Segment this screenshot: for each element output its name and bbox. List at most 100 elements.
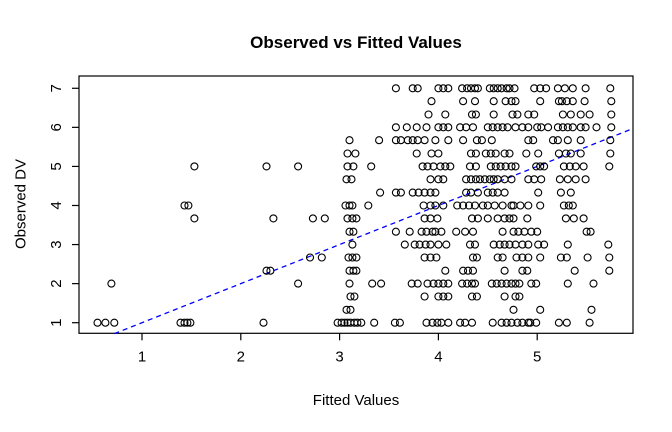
data-point — [571, 175, 580, 184]
data-point — [533, 123, 542, 132]
data-point — [444, 318, 453, 327]
data-point — [582, 227, 591, 236]
data-point — [488, 188, 497, 197]
data-point — [526, 318, 535, 327]
data-point — [495, 240, 504, 249]
data-point — [503, 123, 512, 132]
data-point — [604, 240, 613, 249]
data-point — [428, 318, 437, 327]
data-point — [422, 318, 431, 327]
data-point — [534, 149, 543, 158]
data-point — [463, 84, 472, 93]
data-point — [400, 240, 409, 249]
data-point — [489, 240, 498, 249]
data-point — [459, 201, 468, 210]
data-point — [576, 136, 585, 145]
data-point — [395, 318, 404, 327]
data-point — [367, 162, 376, 171]
data-point — [439, 84, 448, 93]
data-point — [466, 188, 476, 197]
data-point — [420, 292, 429, 301]
data-point — [563, 240, 572, 249]
data-point — [530, 110, 539, 119]
data-point — [548, 136, 558, 145]
data-point — [509, 214, 518, 223]
data-point — [462, 175, 471, 184]
data-point — [403, 136, 412, 145]
data-point — [483, 188, 492, 197]
data-point — [542, 84, 551, 93]
data-point — [426, 253, 435, 262]
data-point — [423, 279, 432, 288]
data-point — [607, 123, 616, 132]
y-tick-label: 5 — [48, 162, 65, 170]
data-point — [566, 110, 575, 119]
data-point — [462, 188, 471, 197]
data-point — [518, 253, 527, 262]
data-point — [101, 318, 110, 327]
data-point — [515, 292, 524, 301]
data-point — [470, 201, 480, 210]
data-point — [340, 318, 349, 327]
data-point — [346, 292, 355, 301]
data-point — [512, 253, 521, 262]
data-point — [583, 253, 592, 262]
data-point — [475, 175, 484, 184]
data-point — [420, 188, 429, 197]
data-point — [493, 123, 502, 132]
data-point — [500, 175, 509, 184]
data-point — [348, 214, 357, 223]
data-point — [352, 266, 361, 275]
data-point — [426, 240, 435, 249]
data-point — [391, 188, 400, 197]
data-point — [439, 123, 448, 132]
data-point — [407, 279, 416, 288]
data-point — [444, 84, 453, 93]
data-point — [488, 318, 497, 327]
data-point — [439, 292, 448, 301]
data-point — [493, 214, 502, 223]
data-point — [345, 227, 354, 236]
data-point — [505, 84, 514, 93]
data-point — [489, 97, 498, 106]
data-point — [505, 149, 514, 158]
data-point — [467, 214, 477, 223]
data-point — [349, 227, 358, 236]
data-point — [501, 97, 510, 106]
data-point — [431, 136, 440, 145]
data-point — [576, 149, 585, 158]
data-point — [507, 318, 516, 327]
data-point — [536, 201, 545, 210]
data-point — [568, 123, 577, 132]
data-point — [463, 279, 472, 288]
data-point — [415, 240, 424, 249]
data-point — [532, 279, 541, 288]
data-point — [107, 279, 116, 288]
data-point — [391, 227, 400, 236]
data-point — [489, 110, 498, 119]
data-point — [391, 84, 400, 93]
data-point — [420, 136, 429, 145]
data-point — [561, 149, 570, 158]
data-point — [473, 84, 482, 93]
data-point — [444, 292, 453, 301]
data-point — [518, 240, 527, 249]
data-point — [554, 149, 563, 158]
data-point — [511, 292, 520, 301]
data-point — [266, 266, 275, 275]
data-point — [568, 201, 577, 210]
y-tick-label: 2 — [48, 279, 65, 287]
data-point — [439, 279, 448, 288]
data-point — [441, 110, 450, 119]
data-point — [412, 149, 421, 158]
data-point — [491, 149, 500, 158]
data-point — [500, 240, 509, 249]
data-point — [489, 84, 498, 93]
data-point — [510, 84, 519, 93]
data-point — [500, 266, 509, 275]
data-point — [417, 227, 426, 236]
data-point — [500, 149, 509, 158]
data-point — [434, 123, 443, 132]
data-point — [555, 175, 564, 184]
